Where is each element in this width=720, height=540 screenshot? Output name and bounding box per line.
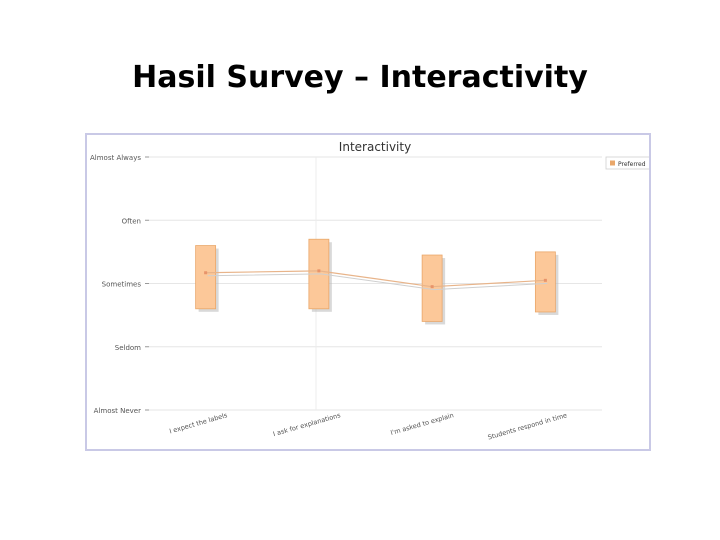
legend-swatch [610,160,615,166]
box [195,245,217,310]
legend-box [605,156,649,170]
y-tick-label: Often [122,217,141,225]
y-tick-label: Almost Always [90,154,141,162]
chart-svg: Almost Never Seldom Sometimes Often Almost A… [90,140,649,442]
box [534,251,556,313]
x-tick-label: Students respond in time [487,411,568,441]
mean-point [204,271,208,275]
y-tick-label: Seldom [115,344,141,352]
mean-line [205,270,546,288]
chart-title: Interactivity [339,140,411,154]
mean-line-shadow [207,273,548,291]
mean-point [430,285,434,289]
chart-frame: Almost Never Seldom Sometimes Often Almost A… [85,133,651,451]
x-tick-label: I ask for explanations [272,411,342,438]
y-tick-label: Sometimes [102,281,142,289]
x-tick-label: I expect the labels [168,411,228,435]
slide-title: Hasil Survey – Interactivity [132,60,588,95]
mean-point [543,278,547,282]
mean-point [317,269,321,273]
y-tick-label: Almost Never [94,407,141,415]
x-tick-label: I'm asked to explain [390,411,455,437]
legend-label: Preferred [618,161,646,168]
